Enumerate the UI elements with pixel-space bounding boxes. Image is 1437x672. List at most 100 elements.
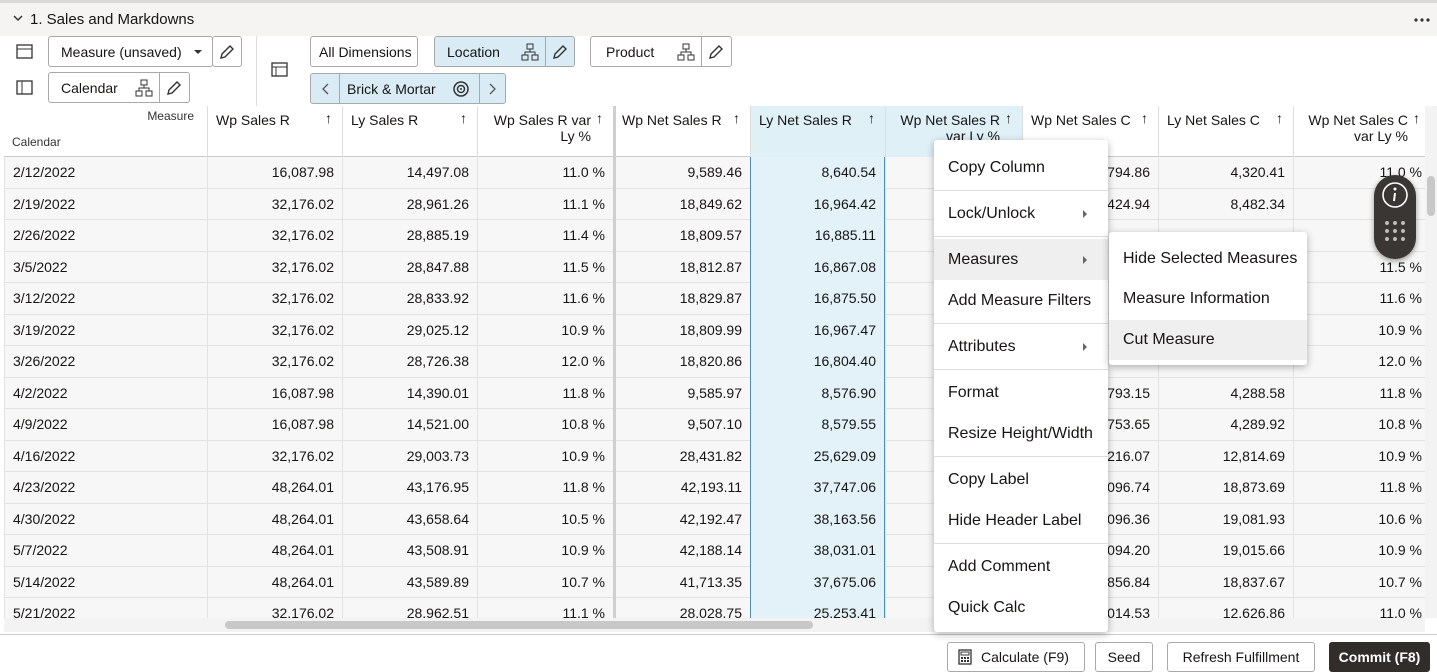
data-cell[interactable]: 32,176.02 bbox=[207, 598, 342, 618]
v-scroll-thumb[interactable] bbox=[1427, 176, 1435, 216]
data-cell[interactable]: 11.0 % bbox=[477, 157, 613, 189]
v-scrollbar[interactable] bbox=[1425, 106, 1437, 618]
submenu-arrow[interactable] bbox=[1076, 205, 1094, 223]
menu-item[interactable]: Add Comment bbox=[934, 546, 1108, 587]
data-cell[interactable] bbox=[885, 409, 1022, 441]
data-cell[interactable]: 28,431.82 bbox=[613, 440, 750, 472]
pencil-icon[interactable] bbox=[218, 43, 236, 61]
data-cell[interactable]: 16,875.50 bbox=[750, 283, 885, 315]
data-cell[interactable] bbox=[885, 157, 1022, 189]
data-cell[interactable] bbox=[885, 188, 1022, 220]
data-cell[interactable]: 11.1 % bbox=[477, 598, 613, 618]
data-cell[interactable]: 16,087.98 bbox=[207, 377, 342, 409]
data-cell[interactable]: 32,176.02 bbox=[207, 314, 342, 346]
column-header[interactable]: Wp Sales R ↑ bbox=[207, 106, 342, 157]
data-cell[interactable]: 10.6 % bbox=[1293, 503, 1425, 535]
data-cell[interactable]: 4,320.41 bbox=[1158, 157, 1293, 189]
dropdown-icon[interactable] bbox=[189, 43, 207, 61]
data-cell[interactable]: 10.7 % bbox=[477, 566, 613, 598]
data-cell[interactable]: 32,176.02 bbox=[207, 283, 342, 315]
data-cell[interactable]: 18,809.99 bbox=[613, 314, 750, 346]
commit-button[interactable]: Commit (F8) bbox=[1329, 642, 1430, 672]
data-cell[interactable]: 28,885.19 bbox=[342, 220, 477, 252]
measure-select[interactable]: Measure (unsaved) bbox=[48, 36, 213, 67]
data-cell[interactable]: 10.9 % bbox=[1293, 440, 1425, 472]
data-cell[interactable]: 19,081.93 bbox=[1158, 503, 1293, 535]
data-cell[interactable]: 43,589.89 bbox=[342, 566, 477, 598]
data-cell[interactable]: 12.0 % bbox=[477, 346, 613, 378]
data-cell[interactable] bbox=[885, 535, 1022, 567]
data-cell[interactable] bbox=[885, 472, 1022, 504]
edit-button[interactable] bbox=[212, 36, 242, 67]
hierarchy-icon[interactable] bbox=[135, 79, 153, 97]
data-cell[interactable]: 41,713.35 bbox=[613, 566, 750, 598]
data-cell[interactable]: 28,962.51 bbox=[342, 598, 477, 618]
menu-item[interactable]: Hide Header Label bbox=[934, 500, 1108, 541]
data-cell[interactable]: 32,176.02 bbox=[207, 188, 342, 220]
submenu-item[interactable]: Hide Selected Measures bbox=[1123, 249, 1298, 267]
data-cell[interactable]: 10.9 % bbox=[477, 314, 613, 346]
data-cell[interactable]: 11.8 % bbox=[477, 472, 613, 504]
submenu-arrow[interactable] bbox=[1076, 251, 1094, 269]
menu-item[interactable]: Resize Height/Width bbox=[934, 413, 1108, 454]
column-header[interactable]: Ly Sales R ↑ bbox=[342, 106, 477, 157]
column-header[interactable]: Wp Sales R var Ly % ↑ bbox=[477, 106, 613, 157]
data-cell[interactable]: 11.8 % bbox=[477, 377, 613, 409]
submenu-item[interactable]: Cut Measure bbox=[1109, 319, 1307, 360]
data-cell[interactable]: 29,003.73 bbox=[342, 440, 477, 472]
pivot-icon[interactable] bbox=[271, 62, 289, 78]
data-cell[interactable]: 12,626.86 bbox=[1158, 598, 1293, 618]
next-icon[interactable] bbox=[483, 80, 501, 98]
data-cell[interactable]: 42,188.14 bbox=[613, 535, 750, 567]
data-cell[interactable]: 18,812.87 bbox=[613, 251, 750, 283]
data-cell[interactable]: 10.8 % bbox=[1293, 409, 1425, 441]
pencil-icon[interactable] bbox=[707, 43, 725, 61]
hierarchy-icon[interactable] bbox=[521, 43, 539, 61]
data-cell[interactable]: 38,163.56 bbox=[750, 503, 885, 535]
data-cell[interactable]: 16,867.08 bbox=[750, 251, 885, 283]
data-cell[interactable]: 8,640.54 bbox=[750, 157, 885, 189]
product-dimension[interactable]: Product bbox=[590, 36, 732, 67]
column-header[interactable]: Wp Net Sales C ↑ bbox=[1022, 106, 1158, 157]
data-cell[interactable]: 10.9 % bbox=[1293, 535, 1425, 567]
data-cell[interactable]: 4,289.92 bbox=[1158, 409, 1293, 441]
data-cell[interactable]: 28,726.38 bbox=[342, 346, 477, 378]
data-cell[interactable]: 43,508.91 bbox=[342, 535, 477, 567]
data-cell[interactable]: 19,015.66 bbox=[1158, 535, 1293, 567]
column-header[interactable]: Wp Net Sales R ↑ bbox=[613, 106, 750, 157]
data-cell[interactable]: 18,820.86 bbox=[613, 346, 750, 378]
data-cell[interactable]: 11.6 % bbox=[1293, 283, 1425, 315]
data-cell[interactable]: 8,482.34 bbox=[1158, 188, 1293, 220]
data-cell[interactable]: 37,747.06 bbox=[750, 472, 885, 504]
data-cell[interactable]: 28,847.88 bbox=[342, 251, 477, 283]
filter-chip[interactable]: Brick & Mortar bbox=[310, 73, 506, 104]
data-cell[interactable]: 28,028.75 bbox=[613, 598, 750, 618]
data-cell[interactable]: 38,031.01 bbox=[750, 535, 885, 567]
menu-item[interactable]: Copy Column bbox=[934, 147, 1108, 188]
location-dimension[interactable]: Location bbox=[434, 36, 575, 67]
data-cell[interactable]: 10.7 % bbox=[1293, 566, 1425, 598]
data-cell[interactable] bbox=[885, 314, 1022, 346]
data-cell[interactable]: 11.8 % bbox=[1293, 472, 1425, 504]
data-cell[interactable]: 25,629.09 bbox=[750, 440, 885, 472]
data-cell[interactable]: 43,658.64 bbox=[342, 503, 477, 535]
menu-item[interactable]: Copy Label bbox=[934, 459, 1108, 500]
data-cell[interactable]: 29,025.12 bbox=[342, 314, 477, 346]
data-cell[interactable]: 11.6 % bbox=[477, 283, 613, 315]
data-cell[interactable]: 48,264.01 bbox=[207, 535, 342, 567]
calendar-dimension[interactable]: Calendar bbox=[48, 72, 190, 103]
panel-icon[interactable] bbox=[16, 80, 34, 96]
data-cell[interactable]: 42,192.47 bbox=[613, 503, 750, 535]
data-cell[interactable]: 37,675.06 bbox=[750, 566, 885, 598]
data-cell[interactable]: 12.0 % bbox=[1293, 346, 1425, 378]
data-cell[interactable]: 11.1 % bbox=[477, 188, 613, 220]
menu-item[interactable]: Attributes bbox=[934, 326, 1108, 367]
info-button[interactable] bbox=[1381, 181, 1409, 209]
data-cell[interactable]: 32,176.02 bbox=[207, 251, 342, 283]
all-dimensions-button[interactable]: All Dimensions bbox=[310, 36, 418, 67]
apps-button[interactable] bbox=[1383, 219, 1407, 243]
data-cell[interactable]: 11.8 % bbox=[1293, 377, 1425, 409]
calculator-icon[interactable] bbox=[956, 648, 974, 666]
data-cell[interactable]: 32,176.02 bbox=[207, 220, 342, 252]
data-cell[interactable] bbox=[885, 283, 1022, 315]
